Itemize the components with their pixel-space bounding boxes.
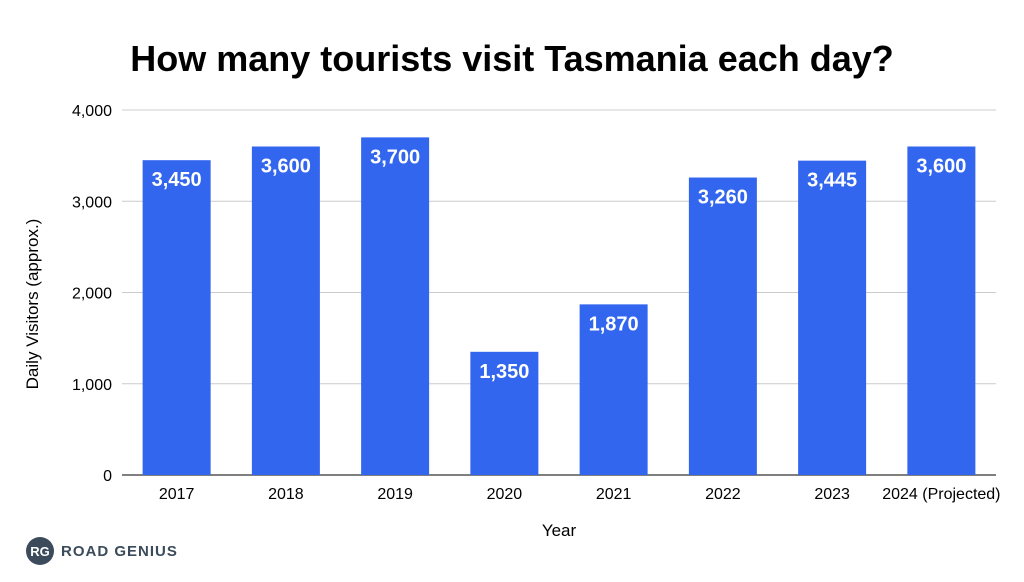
y-tick-label: 0 — [103, 468, 112, 485]
x-tick-label: 2024 (Projected) — [882, 486, 1000, 503]
x-tick-label: 2019 — [377, 486, 413, 503]
y-tick-label: 2,000 — [72, 286, 112, 303]
x-axis-ticks: 2017 2018 2019 2020 2021 2022 2023 2024 (Projec… — [159, 486, 1001, 503]
x-tick-label: 2020 — [487, 486, 523, 503]
bar-value-label: 3,600 — [916, 156, 966, 178]
y-axis-label: Daily Visitors (approx.) — [23, 219, 42, 390]
bar-value-label: 3,260 — [698, 187, 748, 209]
x-tick-label: 2022 — [705, 486, 741, 503]
y-tick-label: 1,000 — [72, 377, 112, 394]
y-tick-label: 3,000 — [72, 194, 112, 211]
bar-2020 — [470, 351, 539, 475]
y-axis-ticks: 0 1,000 2,000 3,000 4,000 — [72, 103, 112, 485]
x-tick-label: 2021 — [596, 486, 632, 503]
logo-badge-icon: RG — [26, 537, 54, 565]
bar-2019 — [361, 137, 430, 475]
x-axis-label: Year — [542, 521, 577, 540]
bars — [142, 137, 976, 476]
bar-2017 — [142, 160, 211, 475]
logo-text: ROAD GENIUS — [61, 542, 178, 560]
bar-value-label: 3,700 — [370, 146, 420, 168]
bar-value-labels: 3,450 3,600 3,700 1,350 1,870 3,260 3,445 3,600 — [152, 146, 967, 382]
road-genius-logo: RG ROAD GENIUS — [26, 537, 178, 565]
y-tick-label: 4,000 — [72, 103, 112, 120]
bar-value-label: 1,870 — [589, 313, 639, 335]
bar-value-label: 1,350 — [479, 361, 529, 383]
x-tick-label: 2023 — [814, 486, 850, 503]
bar-value-label: 3,600 — [261, 156, 311, 178]
bar-value-label: 3,450 — [152, 169, 202, 191]
bar-2022 — [688, 177, 757, 475]
bar-2018 — [251, 146, 320, 475]
bar-2024 — [907, 146, 976, 475]
bar-2023 — [798, 160, 867, 476]
bar-2021 — [579, 304, 648, 475]
x-tick-label: 2018 — [268, 486, 304, 503]
x-tick-label: 2017 — [159, 486, 195, 503]
bar-value-label: 3,445 — [807, 170, 857, 192]
chart-title: How many tourists visit Tasmania each da… — [130, 38, 894, 79]
